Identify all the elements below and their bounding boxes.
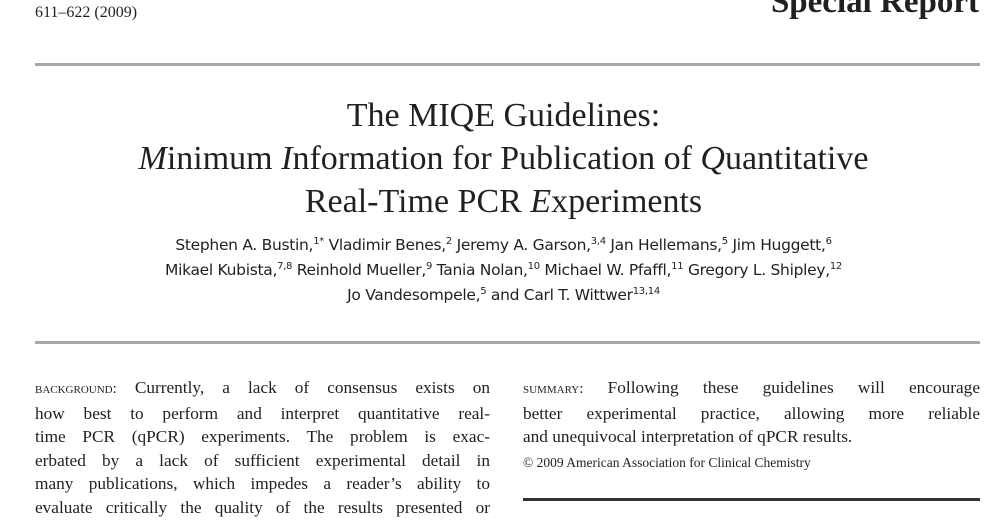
author: Jan Hellemans,5 — [610, 236, 728, 254]
author-affiliation: 7,8 — [277, 261, 293, 272]
author: and Carl T. Wittwer13,14 — [491, 286, 660, 304]
author-line: Mikael Kubista,7,8 Reinhold Mueller,9 Ta… — [0, 258, 1007, 283]
header-rule — [35, 63, 980, 66]
author-name: and Carl T. Wittwer — [490, 286, 633, 304]
author-affiliation: 1* — [313, 236, 324, 247]
author-name: Gregory L. Shipley, — [687, 261, 830, 279]
author-name: Reinhold Mueller, — [296, 261, 427, 279]
background-line: time PCR (qPCR) experiments. The problem… — [35, 427, 490, 446]
background-line: how best to perform and interpret quanti… — [35, 403, 490, 423]
summary-line: Summary: Following these guidelines will… — [523, 378, 980, 397]
author-name: Jim Huggett, — [732, 236, 826, 254]
summary-line: better experimental practice, allowing m… — [523, 403, 980, 423]
summary-rule — [523, 498, 980, 501]
author-affiliation: 9 — [425, 261, 433, 272]
title-segment: Q — [700, 140, 725, 177]
author-line: Stephen A. Bustin,1* Vladimir Benes,2 Je… — [0, 233, 1007, 258]
author: Stephen A. Bustin,1* — [175, 236, 324, 254]
page-range: 611–622 (2009) — [35, 4, 138, 21]
author-affiliation: 3,4 — [590, 236, 606, 247]
author-affiliation: 11 — [671, 261, 684, 272]
author-name: Stephen A. Bustin, — [175, 236, 314, 254]
author: Tania Nolan,10 — [437, 261, 540, 279]
author: Jo Vandesompele,5 — [347, 286, 486, 304]
title-line-3: Real-Time PCR Experiments — [0, 180, 1007, 223]
author: Gregory L. Shipley,12 — [688, 261, 842, 279]
author: Jim Huggett,6 — [733, 236, 832, 254]
title-segment: inimum — [166, 140, 282, 177]
title-segment: E — [530, 183, 552, 220]
author-name: Jan Hellemans, — [610, 236, 722, 254]
background-label: Background: — [35, 381, 117, 397]
summary-label: Summary: — [523, 381, 584, 397]
author: Reinhold Mueller,9 — [296, 261, 433, 279]
author-line: Jo Vandesompele,5 and Carl T. Wittwer13,… — [0, 283, 1007, 308]
background-line: evaluate critically the quality of the r… — [35, 497, 490, 517]
author-name: Mikael Kubista, — [165, 261, 278, 279]
background-line: many publications, which impedes a reade… — [35, 474, 490, 493]
abstract-background: Background: Currently, a lack of consens… — [35, 376, 490, 519]
author: Mikael Kubista,7,8 — [165, 261, 292, 279]
author-affiliation: 2 — [445, 236, 452, 247]
title-line-1: The MIQE Guidelines: — [346, 97, 661, 134]
copyright: © 2009 American Association for Clinical… — [523, 454, 811, 470]
title-segment: I — [281, 140, 293, 177]
author-affiliation: 5 — [480, 286, 487, 297]
authors-rule — [35, 341, 980, 344]
background-line: erbated by a lack of sufficient experime… — [35, 450, 490, 470]
title-segment: nformation for Publication of — [292, 140, 701, 177]
title-line-2: Minimum Information for Publication of Q… — [0, 137, 1007, 180]
author-affiliation: 12 — [829, 261, 842, 272]
author-affiliation: 13,14 — [632, 286, 660, 297]
author-name: Jeremy A. Garson, — [456, 236, 591, 254]
author-name: Jo Vandesompele, — [347, 286, 481, 304]
author-affiliation: 6 — [825, 236, 832, 247]
author-name: Tania Nolan, — [436, 261, 528, 279]
author: Vladimir Benes,2 — [328, 236, 453, 254]
section-label: Special Report — [770, 0, 979, 20]
author: Jeremy A. Garson,3,4 — [457, 236, 606, 254]
author-affiliation: 5 — [721, 236, 728, 247]
author: Michael W. Pfaffl,11 — [544, 261, 683, 279]
author-name: Vladimir Benes, — [328, 236, 447, 254]
author-name: Michael W. Pfaffl, — [544, 261, 672, 279]
title-segment: uantitative — [724, 140, 869, 177]
title-segment: xperiments — [551, 183, 703, 220]
summary-line: and unequivocal interpretation of qPCR r… — [523, 427, 853, 446]
author-affiliation: 10 — [527, 261, 540, 272]
background-line: Background: Currently, a lack of consens… — [35, 378, 490, 397]
author-list: Stephen A. Bustin,1* Vladimir Benes,2 Je… — [0, 233, 1007, 308]
paper-title: The MIQE Guidelines: Minimum Information… — [0, 94, 1007, 223]
abstract-summary: Summary: Following these guidelines will… — [523, 376, 980, 474]
title-segment: Real-Time PCR — [304, 183, 531, 220]
title-segment: M — [138, 140, 167, 177]
